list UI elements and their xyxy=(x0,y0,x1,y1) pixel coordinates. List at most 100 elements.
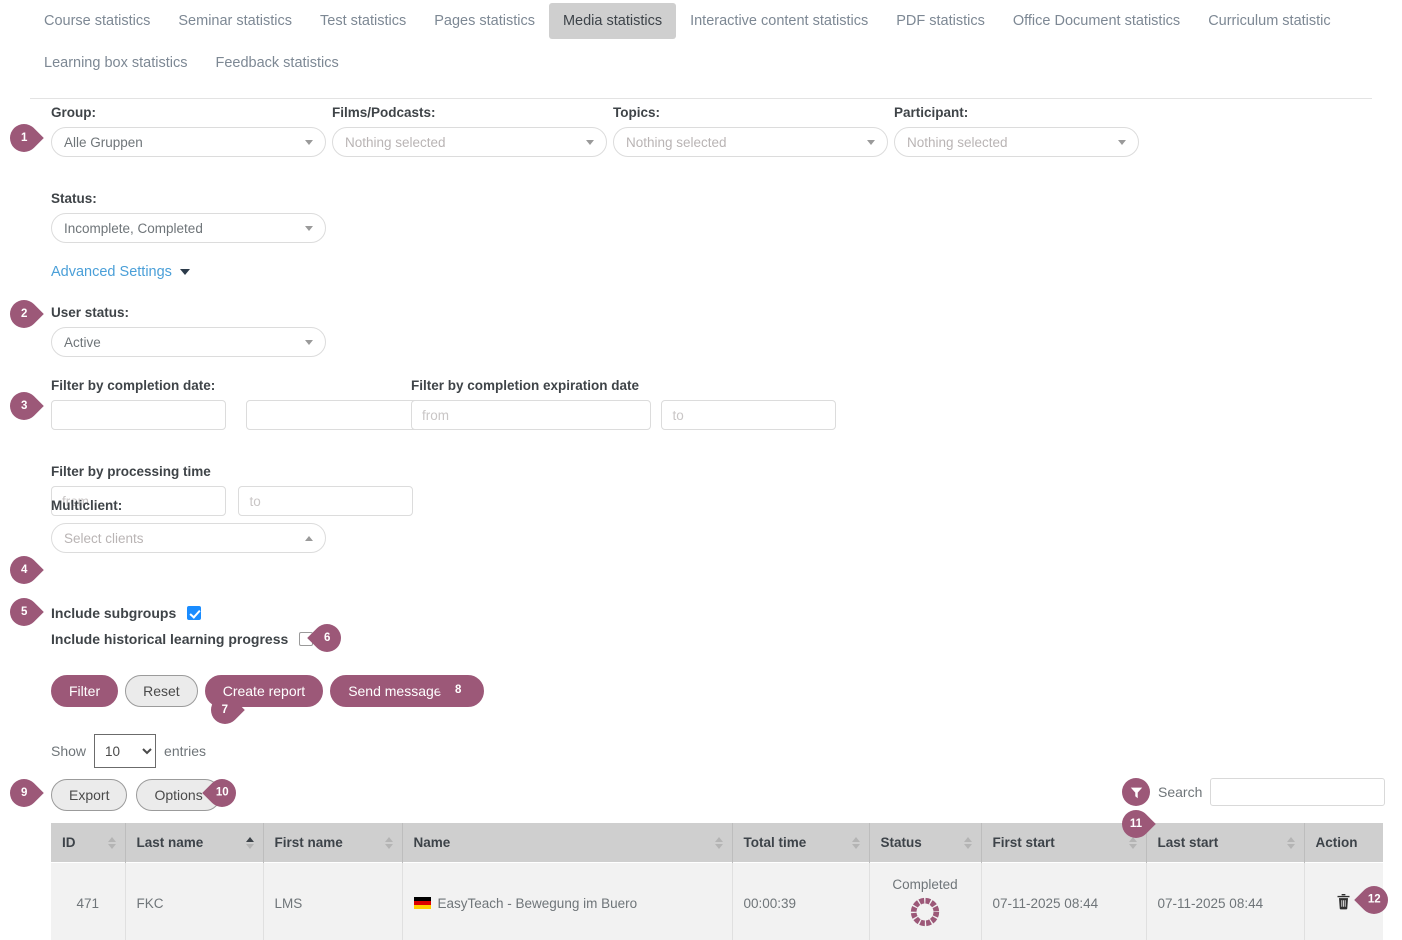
completion-expiration-to-input[interactable] xyxy=(661,400,837,430)
cell-first-name: LMS xyxy=(263,862,403,940)
completion-date-to-input[interactable] xyxy=(246,400,422,430)
col-header-name[interactable]: Name xyxy=(402,823,733,863)
tab-office-document-statistics[interactable]: Office Document statistics xyxy=(1012,13,1181,29)
marker-6: 6 xyxy=(307,618,347,658)
films-podcasts-select-value: Nothing selected xyxy=(345,134,446,150)
cell-name-text: EasyTeach - Bewegung im Buero xyxy=(437,895,638,911)
participant-label: Participant: xyxy=(894,105,969,120)
tab-learning-box-statistics[interactable]: Learning box statistics xyxy=(44,55,188,71)
marker-3: 3 xyxy=(4,386,44,426)
tab-pdf-statistics[interactable]: PDF statistics xyxy=(896,13,985,29)
search-input[interactable] xyxy=(1210,778,1386,806)
include-subgroups-label: Include subgroups xyxy=(51,605,177,621)
table-header-row: ID Last name First name Name xyxy=(51,823,1383,863)
chevron-down-icon xyxy=(305,225,313,231)
group-filter: Group: Alle Gruppen xyxy=(51,105,326,157)
multiclient-select-value: Select clients xyxy=(64,530,144,546)
tab-curriculum-statistic[interactable]: Curriculum statistic xyxy=(1208,13,1331,29)
cell-first-start: 07-11-2025 08:44 xyxy=(981,862,1147,940)
group-label: Group: xyxy=(51,105,96,120)
col-header-id[interactable]: ID xyxy=(51,823,126,863)
status-badge: Completed xyxy=(892,877,958,892)
tab-feedback-statistics[interactable]: Feedback statistics xyxy=(215,55,339,71)
sort-icon xyxy=(1286,836,1295,849)
statistics-tabbar: Course statistics Seminar statistics Tes… xyxy=(30,0,1372,99)
cell-id: 471 xyxy=(51,862,126,940)
films-podcasts-filter: Films/Podcasts: Nothing selected xyxy=(332,105,607,157)
cell-last-name: FKC xyxy=(125,862,264,940)
tab-row-primary: Course statistics Seminar statistics Tes… xyxy=(30,0,1372,42)
entries-control: Show 10 25 50 100 entries xyxy=(51,734,206,768)
search-label: Search xyxy=(1158,784,1203,800)
page-size-select[interactable]: 10 25 50 100 xyxy=(94,734,157,768)
col-header-first-start[interactable]: First start xyxy=(981,823,1147,863)
chevron-down-icon xyxy=(586,139,594,145)
marker-5: 5 xyxy=(4,592,44,632)
col-header-total-time[interactable]: Total time xyxy=(732,823,870,863)
table-row: 471 FKC LMS EasyTeach - Bewegung im Buer… xyxy=(51,862,1383,940)
chevron-down-icon xyxy=(867,139,875,145)
user-status-select[interactable]: Active xyxy=(51,327,326,357)
include-historical-label: Include historical learning progress xyxy=(51,631,289,647)
chevron-down-icon xyxy=(305,139,313,145)
user-status-filter: User status: Active xyxy=(51,305,326,357)
processing-time-to-input[interactable] xyxy=(238,486,414,516)
marker-9: 9 xyxy=(4,773,44,813)
topics-select[interactable]: Nothing selected xyxy=(613,127,888,157)
marker-1: 1 xyxy=(4,118,44,158)
chevron-down-icon xyxy=(1118,139,1126,145)
col-header-last-start[interactable]: Last start xyxy=(1146,823,1305,863)
completion-expiration-date-filter: Filter by completion expiration date xyxy=(411,378,837,430)
processing-time-filter: Filter by processing time xyxy=(51,464,414,516)
show-label: Show xyxy=(51,743,87,759)
filter-button[interactable]: Filter xyxy=(51,675,119,707)
group-select[interactable]: Alle Gruppen xyxy=(51,127,326,157)
status-label: Status: xyxy=(51,191,97,206)
tab-seminar-statistics[interactable]: Seminar statistics xyxy=(178,13,292,29)
tab-row-secondary: Learning box statistics Feedback statist… xyxy=(30,42,1372,84)
multiclient-select[interactable]: Select clients xyxy=(51,523,326,553)
tab-pages-statistics[interactable]: Pages statistics xyxy=(434,13,535,29)
status-select[interactable]: Incomplete, Completed xyxy=(51,213,326,243)
cell-status: Completed xyxy=(869,862,982,940)
col-header-first-name[interactable]: First name xyxy=(263,823,403,863)
send-message-label: Send message xyxy=(348,683,442,699)
multiclient-group: Multiclient: Select clients xyxy=(51,498,326,553)
advanced-settings-label: Advanced Settings xyxy=(51,264,172,280)
processing-time-label: Filter by processing time xyxy=(51,464,211,479)
search-group: Search xyxy=(1122,778,1386,806)
participant-select[interactable]: Nothing selected xyxy=(894,127,1139,157)
trash-icon[interactable] xyxy=(1336,893,1351,913)
include-subgroups-row: Include subgroups xyxy=(51,605,202,621)
sort-icon xyxy=(714,836,723,849)
marker-2: 2 xyxy=(4,294,44,334)
col-header-last-name[interactable]: Last name xyxy=(125,823,264,863)
chevron-down-icon xyxy=(305,339,313,345)
completion-date-filter: Filter by completion date: xyxy=(51,378,422,430)
advanced-settings-toggle[interactable]: Advanced Settings xyxy=(51,264,190,280)
topics-label: Topics: xyxy=(613,105,660,120)
cell-name: EasyTeach - Bewegung im Buero xyxy=(402,862,733,940)
films-podcasts-select[interactable]: Nothing selected xyxy=(332,127,607,157)
col-header-status[interactable]: Status xyxy=(869,823,982,863)
col-header-action: Action xyxy=(1304,823,1383,863)
processing-time-from-input[interactable] xyxy=(51,486,226,516)
sort-icon xyxy=(963,836,972,849)
completion-date-from-input[interactable] xyxy=(51,400,226,430)
tab-media-statistics[interactable]: Media statistics xyxy=(548,3,677,39)
status-filter: Status: Incomplete, Completed xyxy=(51,191,326,243)
completion-expiration-from-input[interactable] xyxy=(411,400,651,430)
reset-button[interactable]: Reset xyxy=(125,675,198,707)
include-subgroups-checkbox[interactable] xyxy=(187,606,202,620)
user-status-label: User status: xyxy=(51,305,130,320)
action-button-group: Filter Reset Create report Send message … xyxy=(51,675,484,707)
funnel-icon[interactable] xyxy=(1122,778,1150,806)
tab-interactive-content-statistics[interactable]: Interactive content statistics xyxy=(690,13,869,29)
tab-test-statistics[interactable]: Test statistics xyxy=(320,13,407,29)
topics-filter: Topics: Nothing selected xyxy=(613,105,888,157)
sort-icon xyxy=(245,836,254,849)
user-status-select-value: Active xyxy=(64,334,101,350)
tab-course-statistics[interactable]: Course statistics xyxy=(44,13,151,29)
export-button[interactable]: Export xyxy=(51,779,128,811)
